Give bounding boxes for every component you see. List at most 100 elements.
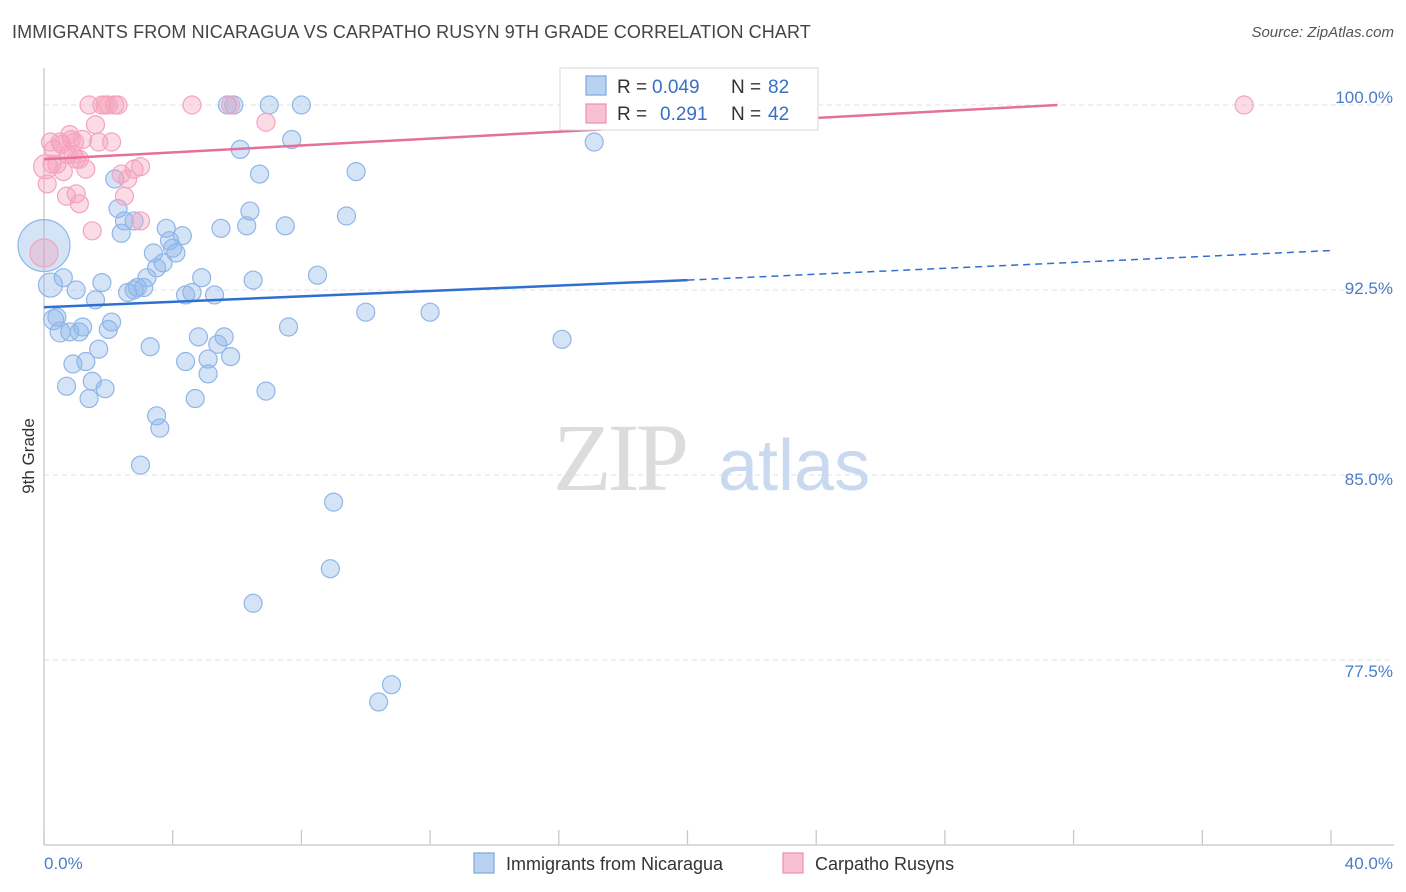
trend-line-nicaragua [43, 278, 688, 309]
data-point-nicaragua [147, 406, 167, 426]
data-point-carpatho [182, 95, 202, 115]
data-point-nicaragua [147, 258, 167, 278]
data-point-nicaragua [108, 199, 128, 219]
data-point-nicaragua [156, 218, 176, 238]
data-point-nicaragua [198, 349, 218, 369]
data-point-nicaragua [53, 268, 73, 288]
data-point-nicaragua [323, 492, 344, 512]
data-point-nicaragua [221, 347, 241, 367]
stats-legend: R = 0.049 N = 82 R = 0.291 N = 42 [559, 67, 819, 131]
y-tick-label-85: 85.0% [1345, 470, 1393, 489]
data-point-nicaragua [249, 164, 270, 184]
data-point-nicaragua [278, 317, 299, 337]
data-point-carpatho [76, 159, 96, 179]
y-tick-label-77-5: 77.5% [1345, 662, 1393, 681]
legend-swatch-carpatho [585, 103, 607, 124]
data-point-nicaragua [320, 559, 340, 579]
data-point-nicaragua [175, 351, 196, 372]
legend-n-value-1: 82 [768, 77, 789, 98]
legend-n-label-2: N = [731, 104, 761, 125]
data-point-carpatho [118, 169, 138, 189]
data-point-nicaragua [150, 418, 170, 438]
data-point-nicaragua [95, 379, 115, 399]
series-legend: Immigrants from Nicaragua Carpatho Rusyn… [473, 852, 954, 874]
data-point-nicaragua [336, 206, 357, 226]
data-point-nicaragua [101, 312, 122, 332]
trend-line-nicaragua-extension [687, 249, 1332, 281]
data-point-carpatho [130, 211, 151, 231]
data-point-nicaragua [420, 302, 440, 322]
x-axis-ticks [43, 830, 1332, 845]
y-tick-label-100: 100.0% [1335, 88, 1393, 107]
data-point-nicaragua [214, 327, 234, 347]
data-point-nicaragua [188, 327, 209, 347]
data-point-nicaragua [92, 273, 112, 293]
data-point-carpatho [73, 129, 93, 150]
data-point-nicaragua [208, 334, 228, 354]
data-point-nicaragua [307, 265, 328, 285]
y-axis-title: 9th Grade [19, 418, 38, 494]
data-point-carpatho [130, 157, 151, 177]
data-point-nicaragua [291, 95, 311, 115]
data-point-carpatho [82, 221, 102, 241]
data-point-carpatho [85, 115, 106, 135]
data-point-nicaragua [153, 253, 173, 273]
bottom-legend-swatch-nicaragua [473, 852, 495, 874]
y-tick-label-92-5: 92.5% [1345, 279, 1393, 298]
data-point-nicaragua [73, 317, 93, 337]
data-point-carpatho [37, 174, 57, 194]
legend-r-label-1: R = [617, 77, 647, 98]
data-point-nicaragua [166, 243, 186, 263]
watermark-zip: ZIP [553, 404, 686, 511]
data-point-nicaragua [240, 201, 260, 221]
data-point-nicaragua [381, 675, 402, 695]
data-point-nicaragua [60, 322, 80, 342]
data-point-carpatho [256, 112, 276, 132]
bottom-legend-label-carpatho: Carpatho Rusyns [815, 854, 954, 874]
data-point-nicaragua [143, 243, 163, 263]
chart-source: Source: ZipAtlas.com [1251, 24, 1394, 41]
data-point-carpatho [29, 238, 59, 268]
x-tick-label-min: 0.0% [44, 854, 83, 873]
data-point-nicaragua [256, 381, 276, 401]
data-point-nicaragua [111, 223, 131, 243]
data-point-nicaragua [130, 455, 151, 475]
data-point-nicaragua [89, 339, 109, 359]
watermark-atlas: atlas [718, 426, 870, 506]
data-point-nicaragua [137, 268, 157, 288]
data-point-carpatho [69, 149, 89, 169]
data-point-nicaragua [172, 226, 192, 246]
data-point-nicaragua [192, 268, 212, 288]
legend-n-value-2: 42 [768, 104, 789, 125]
data-point-carpatho [114, 186, 135, 206]
data-point-carpatho [111, 164, 131, 184]
bottom-legend-swatch-carpatho [782, 852, 804, 874]
trend-line-carpatho [43, 103, 1058, 161]
data-point-nicaragua [243, 270, 263, 290]
data-point-nicaragua [211, 218, 231, 238]
data-point-nicaragua [198, 364, 218, 384]
data-point-carpatho [108, 95, 128, 115]
gridlines [44, 104, 1394, 661]
data-point-nicaragua [37, 272, 64, 298]
data-point-nicaragua [140, 337, 160, 357]
data-point-nicaragua [259, 95, 279, 115]
data-point-nicaragua [76, 351, 96, 372]
legend-r-value-2: 0.291 [660, 104, 708, 125]
data-point-nicaragua [185, 388, 205, 409]
data-point-nicaragua [124, 211, 144, 231]
chart-title: IMMIGRANTS FROM NICARAGUA VS CARPATHO RU… [12, 22, 811, 42]
data-point-nicaragua [243, 593, 263, 613]
data-point-nicaragua [552, 329, 572, 349]
data-point-carpatho [61, 129, 81, 150]
x-tick-label-max: 40.0% [1345, 854, 1393, 873]
data-point-nicaragua [114, 211, 135, 231]
data-point-carpatho [101, 132, 122, 152]
legend-r-label-2: R = [617, 104, 647, 125]
legend-swatch-nicaragua [585, 75, 607, 96]
data-point-nicaragua [66, 280, 86, 300]
data-point-carpatho [1234, 95, 1254, 115]
data-point-nicaragua [127, 277, 147, 298]
data-point-nicaragua [356, 302, 376, 322]
